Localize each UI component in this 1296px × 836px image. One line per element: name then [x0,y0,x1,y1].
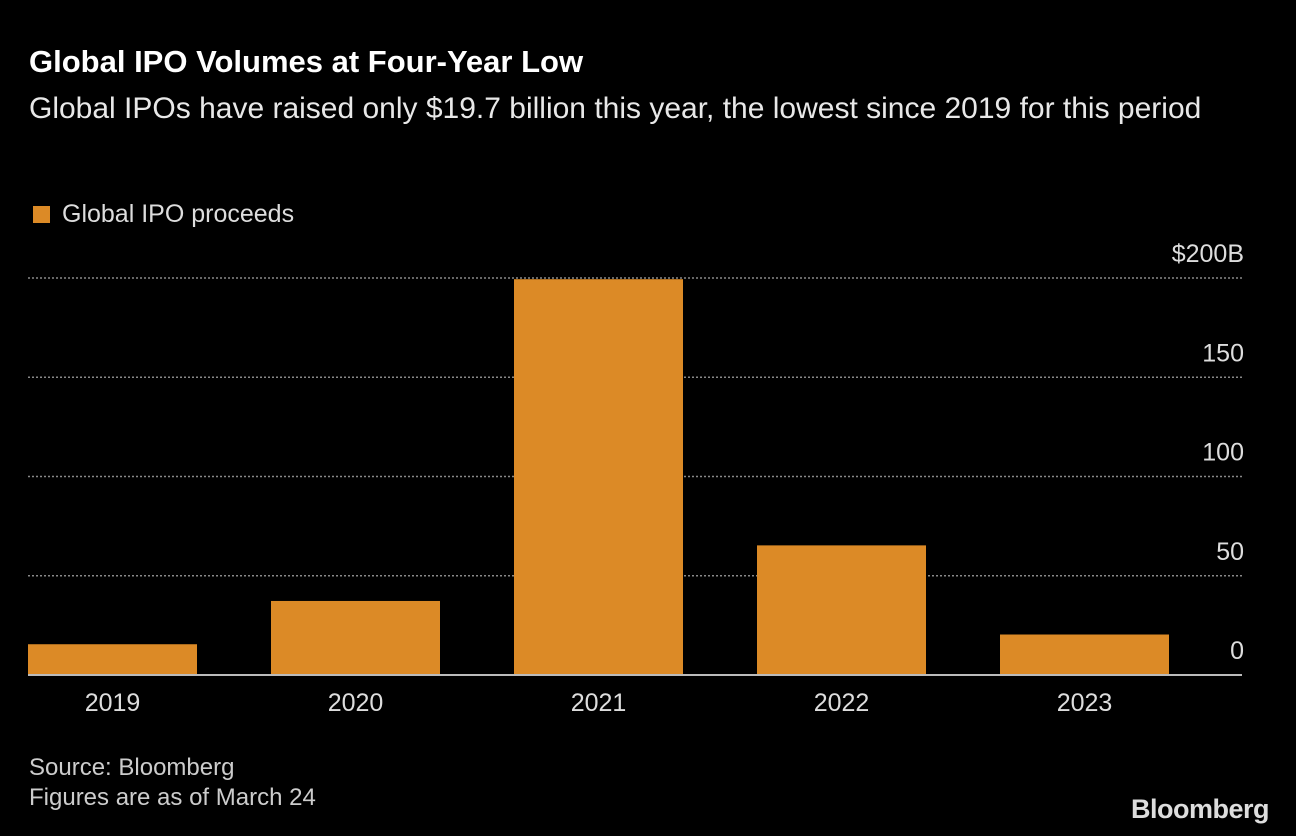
legend-swatch [33,206,50,223]
y-tick-label: 50 [1216,538,1244,566]
y-tick-label: 100 [1202,439,1244,467]
bar-2022 [757,545,926,675]
source-note: Source: Bloomberg [29,754,235,781]
x-tick-label: 2023 [1057,689,1113,717]
bar-2020 [271,600,440,675]
y-tick-label: 150 [1202,339,1244,367]
bar-2019 [28,644,197,675]
x-tick-label: 2022 [814,689,870,717]
bar-2023 [1000,634,1169,675]
x-tick-label: 2019 [85,689,141,717]
legend-label: Global IPO proceeds [62,200,295,228]
date-note: Figures are as of March 24 [29,784,316,811]
legend: Global IPO proceeds [33,200,294,229]
bloomberg-logo: Bloomberg [1130,794,1270,824]
x-tick-label: 2020 [328,689,384,717]
chart-subtitle: Global IPOs have raised only $19.7 billi… [29,92,1202,125]
y-tick-label: $200B [1172,240,1244,268]
x-tick-label: 2021 [571,689,627,717]
chart-title: Global IPO Volumes at Four-Year Low [29,44,584,79]
bar-2021 [514,279,683,675]
y-tick-label: 0 [1230,637,1244,665]
